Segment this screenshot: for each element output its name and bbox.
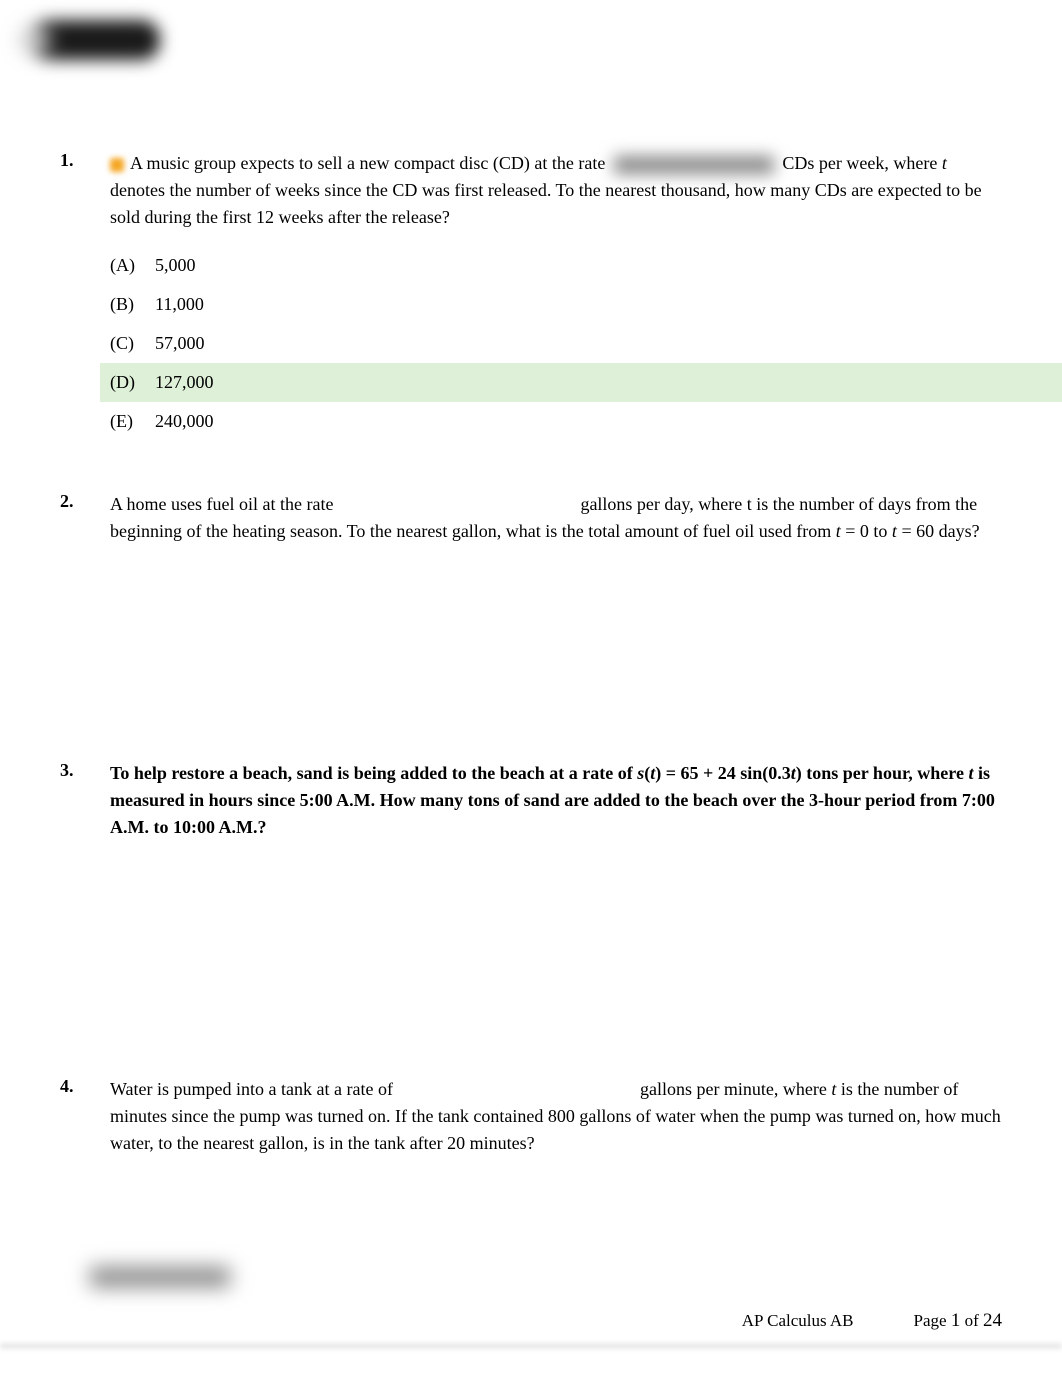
- text-part: A home uses fuel oil at the rate: [110, 494, 333, 514]
- question-body: Water is pumped into a tank at a rate of…: [110, 1076, 1002, 1172]
- course-name: AP Calculus AB: [742, 1311, 854, 1331]
- page-of: of: [960, 1311, 983, 1330]
- text-part: CDs per week, where: [782, 153, 941, 173]
- page-total: 24: [983, 1310, 1002, 1331]
- text-part: Water is pumped into a tank at a rate of: [110, 1079, 393, 1099]
- question-3: 3. To help restore a beach, sand is bein…: [60, 760, 1002, 856]
- question-number: 3.: [60, 760, 110, 856]
- header-redacted-logo: [30, 20, 160, 60]
- question-2: 2. A home uses fuel oil at the rate gall…: [60, 491, 1002, 560]
- option-a: (A) 5,000: [110, 246, 1002, 285]
- option-label: (E): [110, 408, 155, 435]
- question-number: 2.: [60, 491, 110, 560]
- page-label: Page: [914, 1311, 951, 1330]
- page-footer: AP Calculus AB Page 1 of 24: [60, 1310, 1002, 1332]
- option-label: (B): [110, 291, 155, 318]
- page-current: 1: [951, 1310, 961, 1331]
- option-value: 240,000: [155, 408, 1002, 435]
- option-label: (A): [110, 252, 155, 279]
- option-value: 127,000: [155, 369, 1002, 396]
- option-value: 57,000: [155, 330, 1002, 357]
- question-body: A music group expects to sell a new comp…: [110, 150, 1002, 441]
- variable: t: [942, 153, 947, 173]
- question-text: Water is pumped into a tank at a rate of…: [110, 1076, 1002, 1157]
- footer-separator: [0, 1345, 1062, 1347]
- question-1: 1. A music group expects to sell a new c…: [60, 150, 1002, 441]
- text-part: A music group expects to sell a new comp…: [130, 153, 605, 173]
- option-e: (E) 240,000: [110, 402, 1002, 441]
- page-indicator: Page 1 of 24: [914, 1310, 1002, 1332]
- option-value: 5,000: [155, 252, 1002, 279]
- question-body: A home uses fuel oil at the rate gallons…: [110, 491, 1002, 560]
- redacted-formula: [342, 497, 572, 515]
- option-label: (C): [110, 330, 155, 357]
- marker-dot: [110, 158, 124, 172]
- question-text: A home uses fuel oil at the rate gallons…: [110, 491, 1002, 545]
- redacted-formula: [614, 156, 774, 174]
- text-part: gallons per minute, where: [640, 1079, 831, 1099]
- text-part: ) tons per hour, where: [796, 763, 969, 783]
- option-label: (D): [110, 369, 155, 396]
- question-4: 4. Water is pumped into a tank at a rate…: [60, 1076, 1002, 1172]
- option-d-correct: (D) 127,000: [100, 363, 1062, 402]
- question-text: A music group expects to sell a new comp…: [110, 150, 1002, 231]
- text-part: ) = 65 + 24 sin(0.3: [655, 763, 791, 783]
- option-b: (B) 11,000: [110, 285, 1002, 324]
- question-text: To help restore a beach, sand is being a…: [110, 760, 1002, 841]
- footer-redacted: [90, 1267, 230, 1287]
- text-part: To help restore a beach, sand is being a…: [110, 763, 637, 783]
- text-part: = 60 days?: [897, 521, 980, 541]
- option-c: (C) 57,000: [110, 324, 1002, 363]
- question-body: To help restore a beach, sand is being a…: [110, 760, 1002, 856]
- document-content: 1. A music group expects to sell a new c…: [60, 150, 1002, 1272]
- option-value: 11,000: [155, 291, 1002, 318]
- redacted-formula: [401, 1082, 631, 1100]
- text-part: = 0 to: [841, 521, 892, 541]
- text-part: denotes the number of weeks since the CD…: [110, 180, 982, 227]
- question-number: 4.: [60, 1076, 110, 1172]
- options-list: (A) 5,000 (B) 11,000 (C) 57,000 (D) 127,…: [110, 246, 1002, 441]
